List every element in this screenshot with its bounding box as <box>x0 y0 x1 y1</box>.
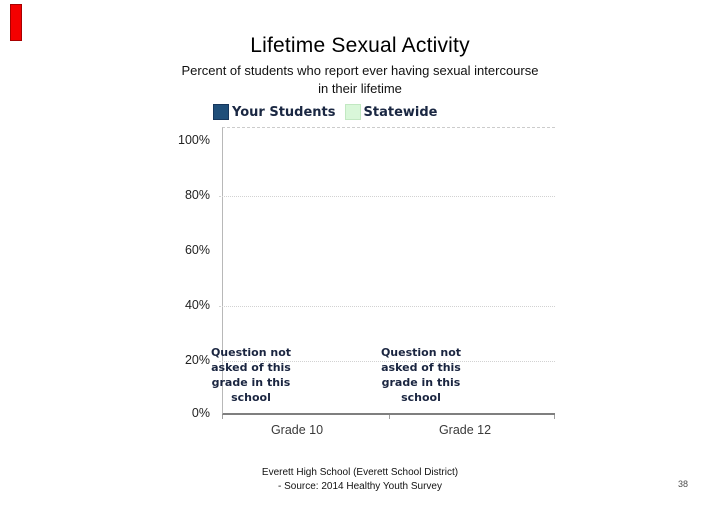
red-ribbon-decoration <box>10 4 22 41</box>
chart-subtitle-line2: in their lifetime <box>318 81 402 96</box>
annotation-line: asked of this <box>381 361 461 374</box>
annotation-line: asked of this <box>211 361 291 374</box>
x-axis-tick-left <box>222 415 223 419</box>
y-axis-tick-20: 20% <box>184 353 210 367</box>
page-number: 38 <box>678 479 689 489</box>
chart-subtitle-line1: Percent of students who report ever havi… <box>181 63 539 78</box>
annotation-line: school <box>401 391 441 404</box>
y-axis-tick-40: 40% <box>184 298 210 312</box>
y-axis-tick-0: 0% <box>191 406 210 420</box>
no-data-annotation-grade-12: Question not asked of this grade in this… <box>361 345 481 405</box>
gridline-40 <box>219 306 555 307</box>
x-axis-tick-right <box>554 415 555 419</box>
annotation-line: grade in this <box>381 376 461 389</box>
chart-subtitle: Percent of students who report ever havi… <box>0 62 720 98</box>
legend-label-statewide: Statewide <box>363 104 438 120</box>
annotation-line: school <box>231 391 271 404</box>
legend-swatch-your-students <box>213 104 229 120</box>
footer-source-line: - Source: 2014 Healthy Youth Survey <box>278 481 442 492</box>
legend-label-your-students: Your Students <box>232 104 336 120</box>
x-axis-tick-middle <box>389 415 390 419</box>
gridline-80 <box>219 196 555 197</box>
annotation-line: Question not <box>210 346 292 359</box>
no-data-annotation-grade-10: Question not asked of this grade in this… <box>191 345 311 405</box>
y-axis-tick-80: 80% <box>184 188 210 202</box>
y-axis-tick-100: 100% <box>178 133 210 147</box>
x-axis-label-grade-12: Grade 12 <box>438 423 492 437</box>
footer-school-line: Everett High School (Everett School Dist… <box>261 467 459 478</box>
x-axis-label-grade-10: Grade 10 <box>270 423 324 437</box>
page-title: Lifetime Sexual Activity <box>250 34 470 57</box>
gridline-20 <box>219 361 555 362</box>
annotation-line: Question not <box>380 346 462 359</box>
y-axis-tick-60: 60% <box>184 243 210 257</box>
chart-legend: Your Students Statewide <box>213 104 438 120</box>
chart-plot-area <box>219 127 555 419</box>
legend-swatch-statewide <box>344 104 361 120</box>
slide-footer: Everett High School (Everett School Dist… <box>0 466 720 494</box>
annotation-line: grade in this <box>211 376 291 389</box>
